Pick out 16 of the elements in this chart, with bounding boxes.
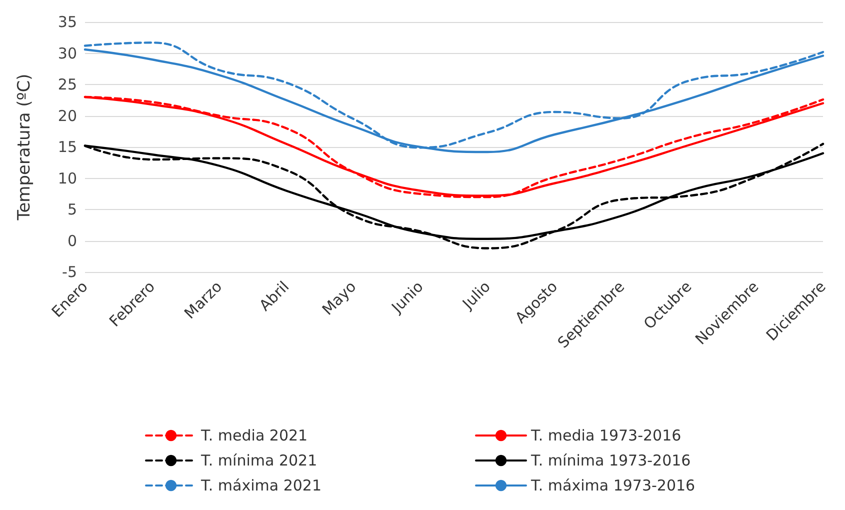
legend-label: T. media 2021 (200, 426, 308, 444)
y-tick-label: 35 (58, 13, 77, 31)
y-tick-label: -5 (62, 263, 77, 281)
legend-label: T. mínima 2021 (200, 452, 318, 470)
legend-label: T. máxima 2021 (200, 476, 322, 494)
y-axis-title: Temperatura (ºC) (14, 74, 34, 222)
y-tick-label: 30 (58, 44, 77, 62)
y-tick-label: 5 (67, 200, 77, 218)
legend-label: T. mínima 1973-2016 (530, 452, 691, 470)
y-tick-label: 20 (58, 106, 77, 125)
y-tick-label: 25 (58, 76, 77, 94)
legend-label: T. máxima 1973-2016 (530, 476, 696, 494)
y-tick-label: 10 (58, 169, 77, 188)
legend-label: T. media 1973-2016 (530, 426, 682, 444)
y-tick-label: 0 (67, 232, 77, 250)
y-tick-label: 15 (58, 138, 77, 156)
